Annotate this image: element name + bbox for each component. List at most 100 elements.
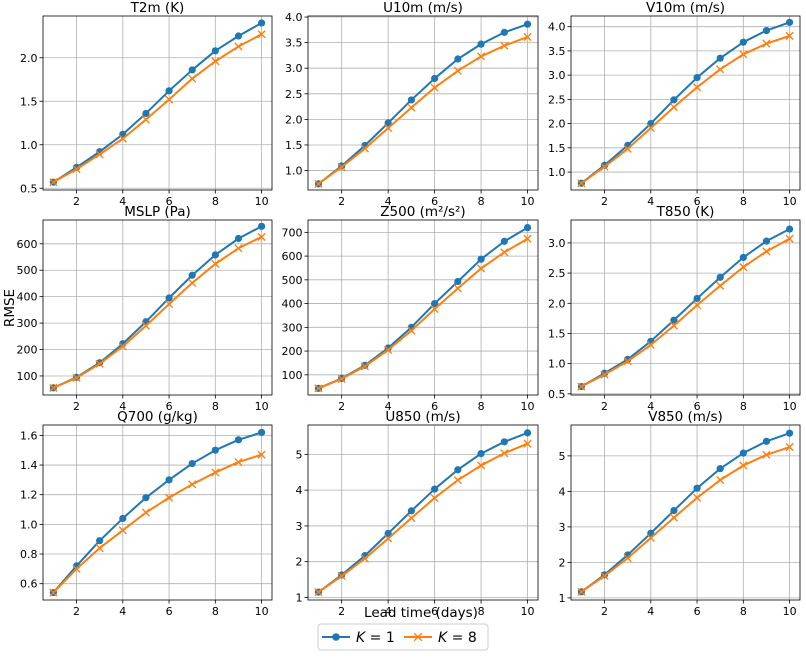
data-point-marker <box>785 234 794 243</box>
x-tick-label: 4 <box>385 195 392 208</box>
data-point-marker <box>623 357 632 366</box>
axes-frame <box>570 424 801 601</box>
data-point-marker <box>669 513 679 522</box>
data-point-marker <box>477 450 485 458</box>
y-tick-label: 2.5 <box>285 88 303 101</box>
y-tick-label: 300 <box>17 317 38 330</box>
data-point-marker <box>119 514 127 523</box>
data-point-marker <box>454 466 462 474</box>
data-point-marker <box>257 428 266 437</box>
data-point-marker <box>577 587 586 596</box>
data-point-marker <box>523 429 532 437</box>
data-point-marker <box>600 370 609 379</box>
x-tick-label: 6 <box>431 400 438 413</box>
y-tick-label: 1.0 <box>548 166 566 179</box>
data-point-marker <box>762 237 771 245</box>
y-tick-label: 0.8 <box>20 548 38 561</box>
data-point-marker <box>407 326 416 335</box>
axes-frame <box>42 219 273 396</box>
data-point-marker <box>314 179 323 188</box>
data-point-marker <box>785 429 794 437</box>
data-point-marker <box>716 54 724 62</box>
data-point-marker <box>257 222 266 230</box>
data-point-marker <box>384 123 393 133</box>
x-tick-label: 8 <box>212 195 219 208</box>
subplot-title: MSLP (Pa) <box>124 204 191 220</box>
y-tick-label: 1.5 <box>548 327 566 340</box>
series-line <box>52 22 263 184</box>
data-point-marker <box>72 165 81 174</box>
data-point-marker <box>407 103 416 112</box>
y-tick-label: 2.5 <box>548 267 566 280</box>
data-point-marker <box>500 449 509 458</box>
x-tick-label: 8 <box>478 605 485 618</box>
subplot-title: U10m (m/s) <box>383 0 463 16</box>
data-point-marker <box>500 237 508 245</box>
x-tick-label: 6 <box>694 400 701 413</box>
data-point-marker <box>337 374 346 383</box>
data-point-marker <box>692 300 702 310</box>
data-point-marker <box>523 32 532 42</box>
data-point-marker <box>453 66 462 75</box>
data-point-marker <box>476 264 486 273</box>
data-point-marker <box>693 294 701 303</box>
data-point-marker <box>523 223 532 232</box>
data-point-marker <box>141 508 151 517</box>
series-line <box>580 228 791 388</box>
series-line <box>53 236 263 389</box>
series-line <box>317 442 528 593</box>
y-tick-label: 1.6 <box>20 429 38 442</box>
data-point-marker <box>257 19 266 27</box>
x-tick-label: 4 <box>647 195 654 208</box>
data-point-marker <box>693 484 701 492</box>
x-tick-label: 8 <box>740 195 747 208</box>
data-point-marker <box>739 50 748 59</box>
data-point-marker <box>118 134 127 143</box>
data-point-marker <box>211 468 220 477</box>
legend-label-value: = 8 <box>447 630 477 646</box>
series-line <box>317 431 528 593</box>
data-point-marker <box>785 225 794 233</box>
y-tick-label: 4 <box>296 484 303 497</box>
x-tick-label: 4 <box>119 195 126 208</box>
axes-frame <box>42 15 273 191</box>
data-point-marker <box>142 494 150 502</box>
y-tick-label: 5 <box>559 450 566 463</box>
series-line <box>580 34 790 185</box>
legend-marker <box>332 633 340 641</box>
series-line <box>52 33 263 184</box>
data-point-marker <box>600 162 609 171</box>
data-point-marker <box>670 96 678 104</box>
y-tick-label: 0.6 <box>20 578 38 591</box>
data-point-marker <box>762 39 771 48</box>
x-tick-label: 10 <box>255 400 269 413</box>
y-tick-label: 500 <box>17 264 38 277</box>
y-tick-label: 600 <box>17 238 38 251</box>
data-point-marker <box>739 449 747 457</box>
x-tick-label: 2 <box>601 195 608 208</box>
x-tick-label: 4 <box>385 605 392 618</box>
data-point-marker <box>141 115 151 124</box>
data-point-marker <box>211 47 219 55</box>
axes-frame <box>570 219 801 396</box>
data-point-marker <box>600 571 609 580</box>
axes-frame <box>307 424 539 601</box>
y-tick-label: 400 <box>17 291 38 304</box>
y-tick-label: 700 <box>282 226 303 239</box>
axes-frame <box>307 219 539 396</box>
x-tick-label: 8 <box>478 195 485 208</box>
subplot-title: V10m (m/s) <box>646 0 725 16</box>
data-point-marker <box>430 493 439 503</box>
data-point-marker <box>360 554 370 563</box>
data-point-marker <box>314 384 323 393</box>
y-tick-label: 200 <box>282 345 303 358</box>
data-point-marker <box>72 373 81 382</box>
subplot-title: Z500 (m²/s²) <box>380 204 465 220</box>
data-point-marker <box>384 344 392 352</box>
data-point-marker <box>49 588 58 597</box>
series-line <box>317 23 528 185</box>
data-point-marker <box>453 476 462 485</box>
x-tick-label: 6 <box>694 195 701 208</box>
data-point-marker <box>453 284 462 293</box>
